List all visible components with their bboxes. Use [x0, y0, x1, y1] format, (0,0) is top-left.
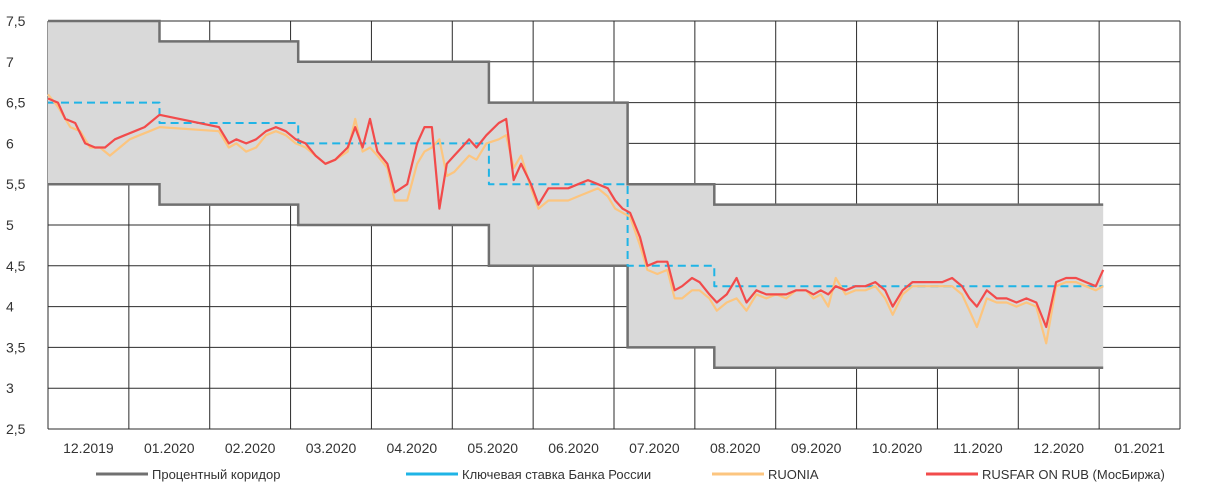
legend-label: Ключевая ставка Банка России: [462, 467, 651, 482]
legend: Процентный коридор Ключевая ставка Банка …: [96, 467, 1165, 482]
y-axis-tick-labels: 7,5 7 6,5 6 5,5 5 4,5 4 3,5 3 2,5: [6, 13, 26, 437]
y-tick-label: 6,5: [6, 95, 26, 111]
x-tick-label: 06.2020: [548, 440, 599, 456]
y-tick-label: 7: [6, 54, 14, 70]
y-tick-label: 6: [6, 135, 14, 151]
series-group: [47, 93, 1105, 345]
x-tick-label: 10.2020: [872, 440, 923, 456]
x-tick-label: 01.2020: [144, 440, 195, 456]
x-tick-label: 12.2019: [63, 440, 114, 456]
x-tick-label: 01.2021: [1114, 440, 1165, 456]
x-axis-tick-labels: 12.2019 01.2020 02.2020 03.2020 04.2020 05.20…: [63, 440, 1165, 456]
key-rate-line: [48, 101, 1104, 288]
legend-label: Процентный коридор: [152, 467, 280, 482]
y-tick-label: 2,5: [6, 421, 26, 437]
y-tick-label: 5,5: [6, 176, 26, 192]
x-tick-label: 03.2020: [306, 440, 357, 456]
corridor-upper-line: [48, 19, 1104, 206]
y-tick-label: 4: [6, 299, 14, 315]
x-tick-label: 05.2020: [467, 440, 518, 456]
y-tick-label: 4,5: [6, 258, 26, 274]
x-tick-label: 02.2020: [225, 440, 276, 456]
x-tick-label: 04.2020: [387, 440, 438, 456]
x-tick-label: 11.2020: [953, 440, 1003, 456]
y-tick-label: 5: [6, 217, 14, 233]
x-tick-label: 08.2020: [710, 440, 761, 456]
x-tick-label: 09.2020: [791, 440, 842, 456]
legend-label: RUSFAR ON RUB (МосБиржа): [982, 467, 1165, 482]
x-tick-label: 07.2020: [629, 440, 680, 456]
ruonia-line: [47, 93, 1104, 345]
y-tick-label: 3,5: [6, 339, 26, 355]
legend-label: RUONIA: [768, 467, 819, 482]
x-tick-label: 12.2020: [1033, 440, 1084, 456]
rusfar-line: [47, 97, 1105, 329]
corridor-lower-line: [48, 182, 1104, 370]
corridor-band: [48, 21, 1104, 368]
y-tick-label: 3: [6, 380, 14, 396]
corridor-group: [48, 19, 1104, 370]
y-tick-label: 7,5: [6, 13, 26, 29]
